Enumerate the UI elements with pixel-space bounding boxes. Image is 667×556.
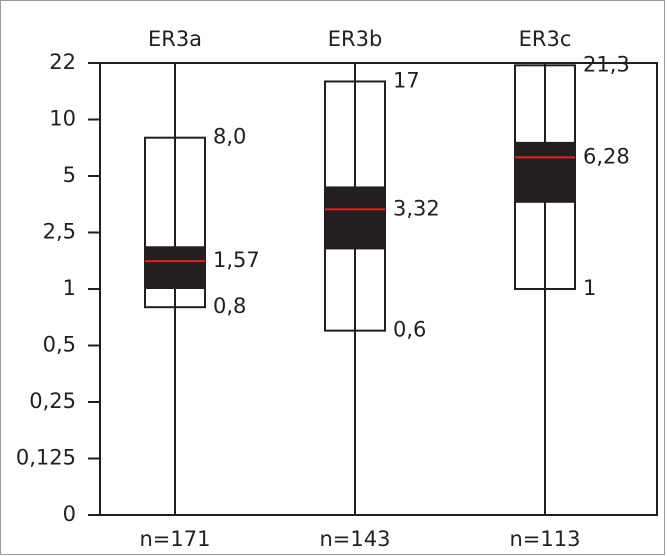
category-label: ER3b (328, 27, 383, 51)
range-box (144, 136, 206, 309)
y-tick-label: 0 (63, 502, 76, 526)
y-tick-label: 0,5 (43, 333, 76, 357)
y-tick-label: 22 (49, 50, 76, 74)
y-tick-label: 2,5 (43, 220, 76, 244)
iqr-box (145, 246, 205, 289)
iqr-box (325, 186, 385, 250)
category-label: ER3c (519, 27, 572, 51)
y-tick-label: 1 (63, 276, 76, 300)
value-label: 3,32 (393, 196, 440, 220)
iqr-box (515, 141, 575, 203)
value-label: 8,0 (213, 125, 246, 149)
n-label: n=113 (510, 527, 581, 551)
n-label: n=171 (140, 527, 211, 551)
value-label: 21,3 (583, 52, 630, 76)
y-tick-label: 0,25 (29, 389, 76, 413)
n-label: n=143 (320, 527, 391, 551)
value-label: 0,6 (393, 318, 426, 342)
value-label: 1 (583, 276, 596, 300)
value-label: 17 (393, 68, 420, 92)
value-label: 6,28 (583, 144, 630, 168)
y-tick-label: 5 (63, 163, 76, 187)
category-label: ER3a (148, 27, 202, 51)
y-tick-label: 10 (49, 107, 76, 131)
value-label: 1,57 (213, 248, 260, 272)
value-label: 0,8 (213, 294, 246, 318)
y-tick-label: 0,125 (16, 446, 76, 470)
